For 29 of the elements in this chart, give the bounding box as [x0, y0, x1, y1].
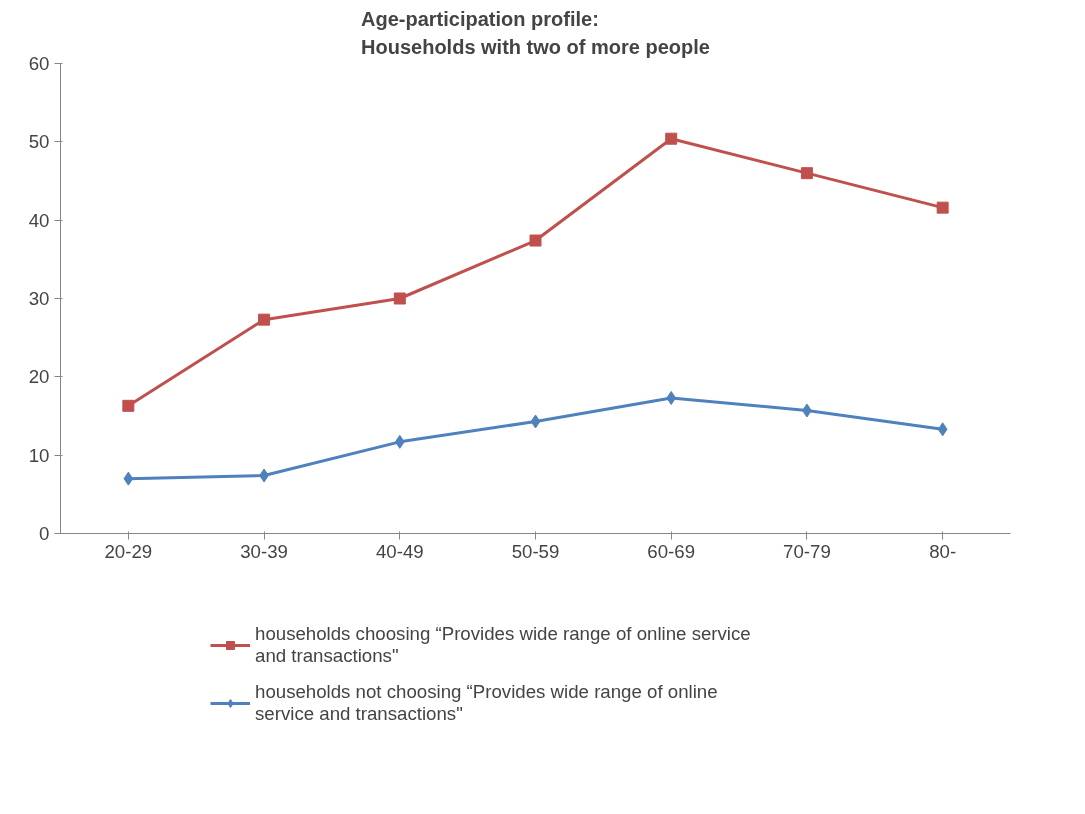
point [665, 132, 678, 145]
chart-title: Age-participation profile: Households with two of more people [361, 7, 710, 59]
x-tick-label: 80- [929, 540, 957, 562]
x-tick-label: 20-29 [104, 540, 153, 562]
x-tick-label: 40-49 [375, 540, 424, 562]
y-tick-label: 0 [39, 523, 50, 544]
point [258, 313, 271, 326]
x-tick-label: 60-69 [647, 540, 696, 562]
y-tick-label: 20 [28, 366, 50, 388]
legend-label: households not choosing “Provides wide range of online service and transactions" [255, 681, 718, 725]
y-tick-label: 60 [28, 53, 50, 74]
x-tick-label: 30-39 [240, 540, 288, 562]
point [530, 414, 541, 429]
point [394, 434, 405, 449]
x-tick-label: 50-59 [511, 540, 560, 562]
point [529, 234, 542, 247]
legend-label: households choosing “Provides wide range of online service and transactions" [255, 623, 751, 667]
x-tick-label: 70-79 [783, 540, 831, 562]
point [800, 167, 813, 180]
y-tick-label: 10 [28, 444, 50, 466]
point [936, 201, 949, 214]
point [393, 292, 406, 305]
point [937, 422, 948, 437]
y-tick-label: 30 [28, 288, 50, 309]
point [666, 390, 677, 405]
y-tick-label: 40 [28, 209, 50, 231]
point [122, 399, 135, 412]
y-tick-label: 50 [28, 131, 50, 153]
point [123, 471, 134, 486]
